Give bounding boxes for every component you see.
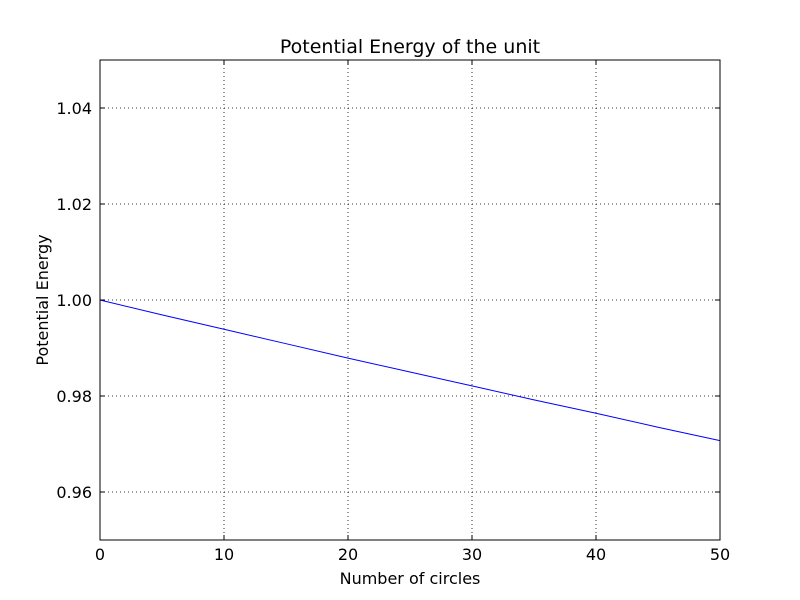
series-lines xyxy=(99,299,721,442)
y-tick-label: 1.04 xyxy=(56,99,92,118)
x-tick-labels: 0 10 20 30 40 50 xyxy=(95,545,730,564)
y-tick-label: 1.02 xyxy=(56,195,92,214)
x-tick-label: 50 xyxy=(710,545,730,564)
x-tick-label: 10 xyxy=(214,545,234,564)
y-axis-label: Potential Energy xyxy=(33,234,52,365)
x-tick-label: 0 xyxy=(95,545,105,564)
y-tick-label: 0.96 xyxy=(56,483,92,502)
plot-area-frame xyxy=(99,59,721,541)
y-tick-label: 0.98 xyxy=(56,387,92,406)
y-tick-label: 1.00 xyxy=(56,291,92,310)
x-tick-label: 30 xyxy=(462,545,482,564)
chart-title: Potential Energy of the unit xyxy=(280,36,540,58)
y-tick-labels: 0.96 0.98 1.00 1.02 1.04 xyxy=(56,99,92,502)
x-tick-label: 40 xyxy=(586,545,606,564)
x-tick-label: 20 xyxy=(338,545,358,564)
series-line xyxy=(99,299,721,442)
x-axis-label: Number of circles xyxy=(340,569,481,588)
